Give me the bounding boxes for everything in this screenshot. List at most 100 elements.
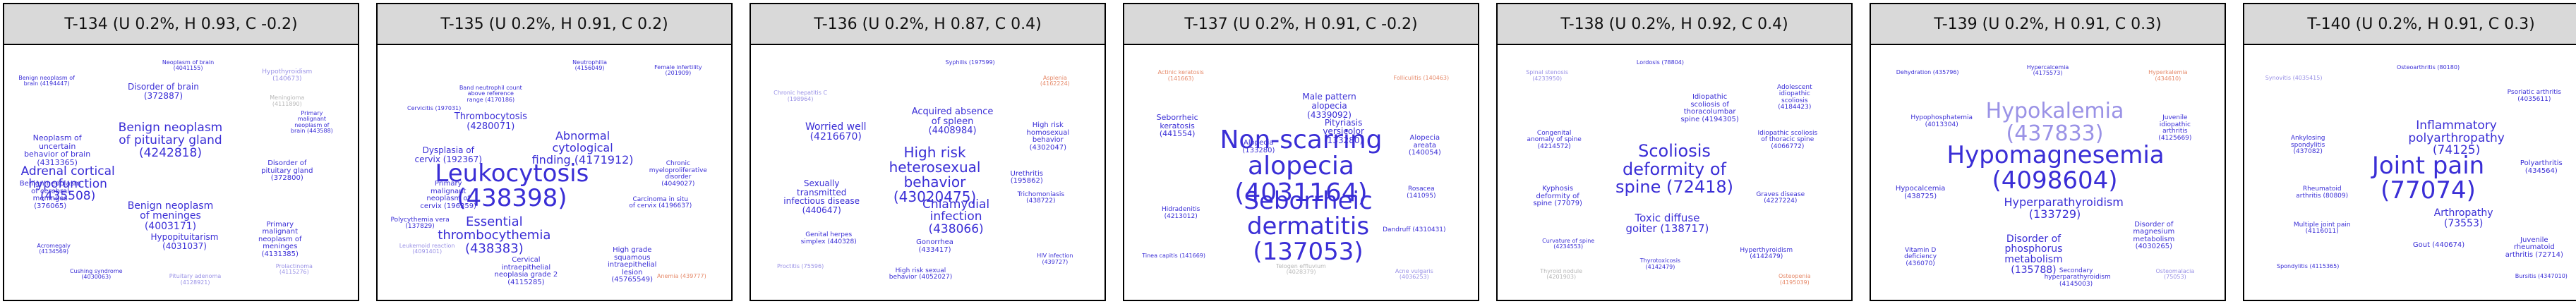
cloud-word: Primary malignant neoplasm of brain (443… — [290, 110, 333, 135]
panel-title: T-136 (U 0.2%, H 0.87, C 0.4) — [751, 4, 1105, 45]
cloud-word: Benign neoplasm of brain (4194447) — [18, 74, 75, 87]
topic-panel: T-136 (U 0.2%, H 0.87, C 0.4) High risk h… — [750, 3, 1106, 301]
cloud-word: Rheumatoid arthritis (80809) — [2296, 186, 2349, 200]
cloud-word: Bursitis (4347010) — [2515, 273, 2568, 280]
cloud-word: High risk homosexual behavior (4302047) — [1026, 121, 1070, 152]
cloud-word: Syphilis (197599) — [945, 59, 995, 66]
cloud-word: Osteomalacia (75053) — [2155, 267, 2195, 281]
cloud-word: Pityriasis versicolor (133280) — [1323, 117, 1364, 145]
cloud-word: High risk heterosexual behavior (4302047… — [889, 144, 981, 206]
cloud-word: Gonorrhea (433417) — [916, 238, 953, 254]
cloud-word: Folliculitis (140463) — [1393, 74, 1450, 81]
cloud-word: Benign neoplasm of cerebral meninges (37… — [19, 180, 81, 210]
cloud-word: High risk sexual behavior (4052027) — [889, 267, 953, 281]
topic-panel: T-135 (U 0.2%, H 0.91, C 0.2) Leukocytosi… — [376, 3, 733, 301]
cloud-word: Synovitis (4035415) — [2265, 74, 2323, 81]
panel-title: T-135 (U 0.2%, H 0.91, C 0.2) — [378, 4, 731, 45]
cloud-word: Psoriatic arthritis (4035611) — [2507, 89, 2561, 103]
cloud-word: Actinic keratosis (141663) — [1157, 69, 1204, 82]
cloud-word: Arthropathy (73553) — [2433, 207, 2493, 230]
word-cloud: Benign neoplasm of pituitary gland (4242… — [4, 45, 358, 300]
cloud-word: Hypocalcemia (438725) — [1895, 185, 1946, 200]
cloud-word: Asplenia (4162224) — [1040, 74, 1070, 87]
cloud-word: Graves disease (4227224) — [1756, 190, 1805, 205]
cloud-word: Chlamydial infection (438066) — [922, 197, 990, 237]
cloud-word: Osteoarthritis (80180) — [2396, 64, 2460, 71]
cloud-word: Adolescent idiopathic scoliosis (4184423… — [1776, 83, 1812, 111]
topic-panel: T-139 (U 0.2%, H 0.91, C 0.3) Hypokalemia… — [1870, 3, 2226, 301]
cloud-word: Hypomagnesemia (4098604) — [1946, 141, 2165, 195]
cloud-word: Neoplasm of brain (4041155) — [162, 59, 215, 72]
word-cloud: High risk heterosexual behavior (4302047… — [751, 45, 1105, 300]
cloud-word: Male pattern alopecia (4339092) — [1302, 92, 1356, 120]
cloud-word: Secondary hyperparathyroidism (4145003) — [2044, 267, 2111, 288]
panel-title: T-140 (U 0.2%, H 0.91, C 0.3) — [2244, 4, 2576, 45]
cloud-word: Juvenile idiopathic arthritis (4125669) — [2158, 114, 2192, 142]
cloud-word: Dandruff (4310431) — [1383, 226, 1446, 234]
panel-title: T-138 (U 0.2%, H 0.92, C 0.4) — [1498, 4, 1851, 45]
cloud-word: Hypokalemia (437833) — [1985, 99, 2124, 146]
cloud-word: Genital herpes simplex (440328) — [800, 231, 857, 245]
cloud-word: Chronic hepatitis C (198964) — [774, 90, 828, 102]
cloud-word: Hypothyroidism (140673) — [262, 68, 313, 83]
cloud-word: Scoliosis deformity of spine (72418) — [1615, 141, 1734, 197]
word-cloud: Hypokalemia (437833) Hypomagnesemia (4098… — [1871, 45, 2225, 300]
cloud-word: Hyperparathyroidism (133729) — [2004, 195, 2124, 221]
cloud-word: Disorder of pituitary gland (372800) — [261, 159, 313, 183]
cloud-word: Trichomoniasis (438722) — [1017, 190, 1065, 205]
cloud-word: Spondylitis (4115365) — [2277, 262, 2340, 269]
cloud-word: Inflammatory polyarthropathy (74125) — [2408, 118, 2505, 158]
cloud-word: Acne vulgaris (4036253) — [1395, 267, 1433, 281]
cloud-word: Dehydration (435796) — [1896, 69, 1959, 76]
cloud-word: Abnormal cytological finding (4171912) — [531, 129, 634, 166]
cloud-word: Juvenile rheumatoid arthritis (72714) — [2505, 236, 2563, 259]
cloud-word: Vitamin D deficiency (436070) — [1904, 247, 1937, 267]
cloud-word: Toxic diffuse goiter (138717) — [1625, 211, 1709, 236]
cloud-word: Proctitis (75596) — [777, 262, 824, 269]
cloud-word: Hypopituitarism (4031037) — [150, 231, 219, 251]
cloud-word: Essential thrombocythemia (438383) — [438, 214, 551, 256]
panel-title: T-134 (U 0.2%, H 0.93, C -0.2) — [4, 4, 358, 45]
panel-title: T-137 (U 0.2%, H 0.91, C -0.2) — [1124, 4, 1478, 45]
cloud-word: Gout (440674) — [2412, 241, 2465, 249]
word-cloud: Non-scarring alopecia (4031164) Seborrhei… — [1124, 45, 1478, 300]
cloud-word: Cervical intraepithelial neoplasia grade… — [494, 256, 558, 286]
cloud-word: Neutrophilia (4156049) — [572, 59, 608, 72]
cloud-word: Lordosis (78804) — [1636, 59, 1685, 66]
cloud-word: Carcinoma in situ of cervix (4196637) — [629, 195, 692, 210]
cloud-word: Hypercalcemia (4175573) — [2026, 64, 2069, 77]
cloud-word: Thyroid nodule (4201903) — [1540, 267, 1583, 281]
cloud-word: Primary malignant neoplasm of cervix (19… — [420, 180, 476, 210]
topic-panel: T-138 (U 0.2%, H 0.92, C 0.4) Scoliosis d… — [1496, 3, 1853, 301]
cloud-word: Osteopenia (4195039) — [1778, 273, 1811, 286]
cloud-word: Thrombocytosis (4280071) — [454, 111, 527, 132]
cloud-word: Ankylosing spondylitis (437082) — [2290, 135, 2325, 156]
cloud-word: Anemia (439777) — [657, 273, 706, 280]
cloud-word: Primary malignant neoplasm of meninges (… — [258, 220, 302, 258]
cloud-word: Polycythemia vera (137829) — [390, 216, 450, 231]
cloud-word: Band neutrophil count above reference ra… — [459, 84, 522, 103]
cloud-word: Joint pain (77074) — [2371, 151, 2485, 205]
cloud-word: Congenital anomaly of spine (4214572) — [1527, 129, 1582, 150]
cloud-word: Dysplasia of cervix (192367) — [414, 145, 482, 164]
topic-panel: T-140 (U 0.2%, H 0.91, C 0.3) Joint pain … — [2243, 3, 2576, 301]
cloud-word: Female infertility (201909) — [654, 64, 702, 77]
cloud-word: Leukocytosis (438398) — [435, 159, 589, 213]
cloud-word: Leukemoid reaction (4091401) — [399, 242, 455, 255]
cloud-word: Worried well (4216670) — [805, 121, 867, 143]
cloud-word: Seborrheic dermatitis (137053) — [1244, 187, 1373, 266]
cloud-word: Seborrheic keratosis (441554) — [1156, 113, 1198, 139]
cloud-word: Chronic myeloproliferative disorder (404… — [649, 160, 707, 188]
cloud-word: Neoplasm of uncertain behavior of brain … — [24, 133, 91, 167]
cloud-word: Meningioma (4111890) — [270, 95, 305, 107]
word-cloud: Leukocytosis (438398) Essential thrombocy… — [378, 45, 731, 300]
cloud-word: Acquired absence of spleen (4408984) — [911, 107, 994, 137]
cloud-word: Idiopathic scoliosis of thoracic spine (… — [1757, 129, 1818, 150]
cloud-word: Disorder of brain (372887) — [128, 81, 199, 101]
cloud-word: Pituitary adenoma (4128921) — [169, 273, 222, 286]
cloud-word: Rosacea (141095) — [1407, 186, 1436, 200]
cloud-word: Tinea capitis (141669) — [1142, 253, 1206, 260]
cloud-word: Prolactinoma (4115276) — [275, 262, 313, 276]
cloud-word: Thyrotoxicosis (4142479) — [1639, 257, 1681, 270]
cloud-word: Urethritis (195862) — [1010, 169, 1043, 186]
